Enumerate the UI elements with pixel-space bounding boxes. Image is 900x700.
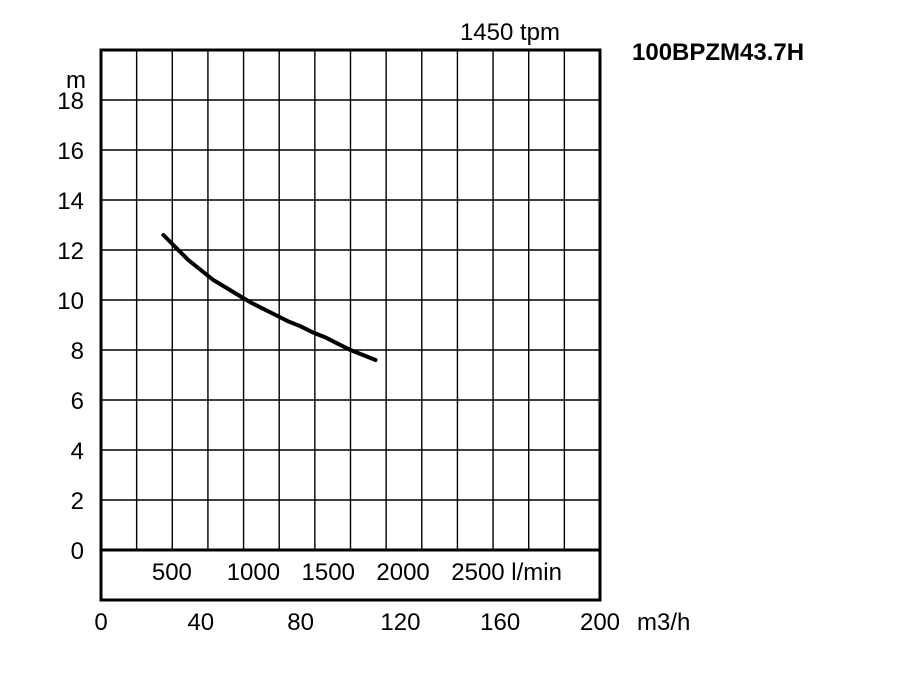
head-curve xyxy=(161,233,378,362)
x-tick-label: 80 xyxy=(287,609,314,636)
y-tick-labels: 0 2 4 6 8 10 12 14 16 18 xyxy=(57,88,84,565)
x-tick-label: 160 xyxy=(480,609,520,636)
speed-label: 1450 tpm xyxy=(460,19,560,46)
lmin-tick-label: 1000 xyxy=(227,559,280,586)
x-tick-label: 120 xyxy=(380,609,420,636)
lmin-tick-label: 500 xyxy=(152,559,192,586)
y-tick-label: 16 xyxy=(57,138,84,165)
y-tick-label: 8 xyxy=(71,338,84,365)
y-tick-label: 2 xyxy=(71,488,84,515)
x-tick-label: 0 xyxy=(94,609,107,636)
x-tick-labels: 0 40 80 120 160 200 xyxy=(94,609,620,636)
y-axis-label: m xyxy=(66,67,86,94)
y-tick-label: 4 xyxy=(71,438,84,465)
y-tick-label: 6 xyxy=(71,388,84,415)
lmin-tick-label: 1500 xyxy=(302,559,355,586)
grid xyxy=(101,50,600,550)
plot-frame xyxy=(99,48,602,602)
lmin-tick-labels: 500 1000 1500 2000 2500 l/min xyxy=(152,559,562,586)
x-tick-label: 40 xyxy=(187,609,214,636)
lmin-tick-label: 2000 xyxy=(376,559,429,586)
y-tick-label: 10 xyxy=(57,288,84,315)
y-tick-label: 18 xyxy=(57,88,84,115)
chart-title: 100BPZM43.7H xyxy=(632,39,804,66)
x-tick-label: 200 xyxy=(580,609,620,636)
y-tick-label: 0 xyxy=(71,538,84,565)
x-axis-label: m3/h xyxy=(637,609,690,636)
lmin-tick-label: 2500 l/min xyxy=(451,559,562,586)
y-tick-label: 12 xyxy=(57,238,84,265)
y-tick-label: 14 xyxy=(57,188,84,215)
